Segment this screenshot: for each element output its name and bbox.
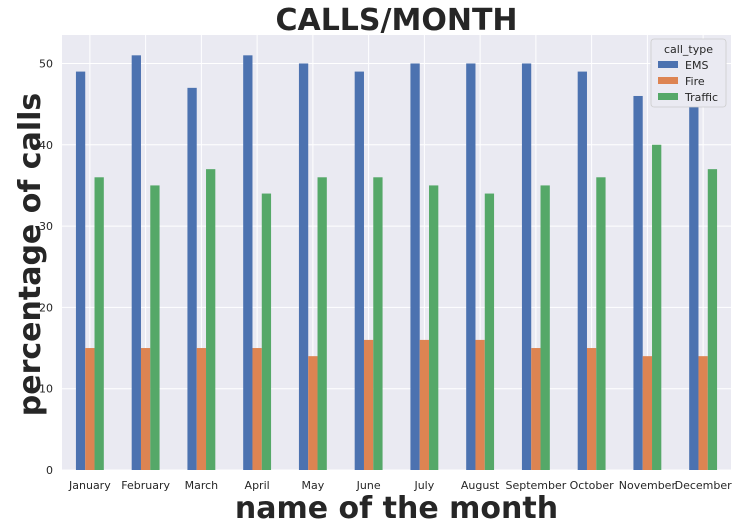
bar-ems-july [410,63,420,470]
bar-fire-may [308,356,318,470]
bar-fire-july [419,339,430,470]
bar-fire-january [85,348,95,470]
bar-traffic-march [206,169,216,470]
x-tick-label: May [302,479,325,492]
y-tick-label: 0 [46,464,53,477]
x-axis-label: name of the month [235,491,558,526]
x-tick-label: June [356,479,381,492]
y-tick-label: 20 [39,301,53,314]
bar-ems-february [131,55,141,471]
bar-fire-june [363,339,374,470]
x-tick-label: September [505,479,566,492]
bar-fire-september [531,348,541,470]
bar-ems-september [521,63,532,470]
bar-fire-february [140,348,151,470]
legend-title: call_type [664,43,713,56]
bar-fire-december [698,356,708,470]
bar-fire-november [642,356,653,470]
x-tick-label: November [619,479,677,492]
x-tick-label: October [570,479,614,492]
legend-items: EMS Fire Traffic [658,59,718,104]
bar-traffic-january [94,177,104,470]
bar-traffic-october [596,177,606,470]
y-axis-label: percentage of calls [13,93,48,417]
legend-swatch-traffic [658,93,678,100]
y-tick-label: 10 [39,383,53,396]
legend-label-fire: Fire [685,75,705,88]
bar-ems-august [466,63,476,470]
legend-label-ems: EMS [685,59,708,72]
bar-fire-march [196,348,207,470]
bar-ems-december [689,71,699,471]
bar-ems-march [187,87,197,470]
legend-swatch-ems [658,61,678,68]
bar-fire-october [586,348,597,470]
chart-title: CALLS/MONTH [275,3,517,38]
bar-ems-october [577,71,587,471]
bars [75,55,718,471]
y-tick-label: 30 [39,220,53,233]
bar-ems-june [354,71,364,471]
x-tick-label: April [245,479,270,492]
bar-traffic-november [652,144,662,470]
bar-ems-november [633,95,643,470]
bar-fire-april [252,348,262,470]
bar-traffic-september [540,185,550,470]
x-tick-label: February [121,479,170,492]
legend: call_type EMS Fire Traffic [650,38,727,108]
bar-traffic-july [429,185,439,470]
bar-traffic-april [261,193,272,471]
bar-traffic-february [150,185,160,470]
y-tick-label: 40 [39,139,53,152]
legend-swatch-fire [658,77,678,84]
bar-traffic-december [707,169,718,470]
bar-ems-april [243,55,253,471]
y-tick-label: 50 [39,57,53,70]
x-tick-label: March [185,479,219,492]
x-tick-label: July [413,479,434,492]
bar-fire-august [475,339,485,470]
x-tick-label: December [675,479,733,492]
legend-label-traffic: Traffic [684,91,718,104]
y-tick-labels: 0 10 20 30 40 50 [39,57,53,477]
bar-ems-january [75,71,86,471]
x-tick-label: January [68,479,111,492]
bar-traffic-august [484,193,495,471]
plot-area [62,35,731,470]
x-tick-labels: January February March April May June July Augu… [68,479,732,492]
bar-traffic-june [373,177,383,470]
x-tick-label: August [461,479,500,492]
legend-box [650,38,727,108]
bar-ems-may [298,63,309,470]
bar-traffic-may [317,177,327,470]
